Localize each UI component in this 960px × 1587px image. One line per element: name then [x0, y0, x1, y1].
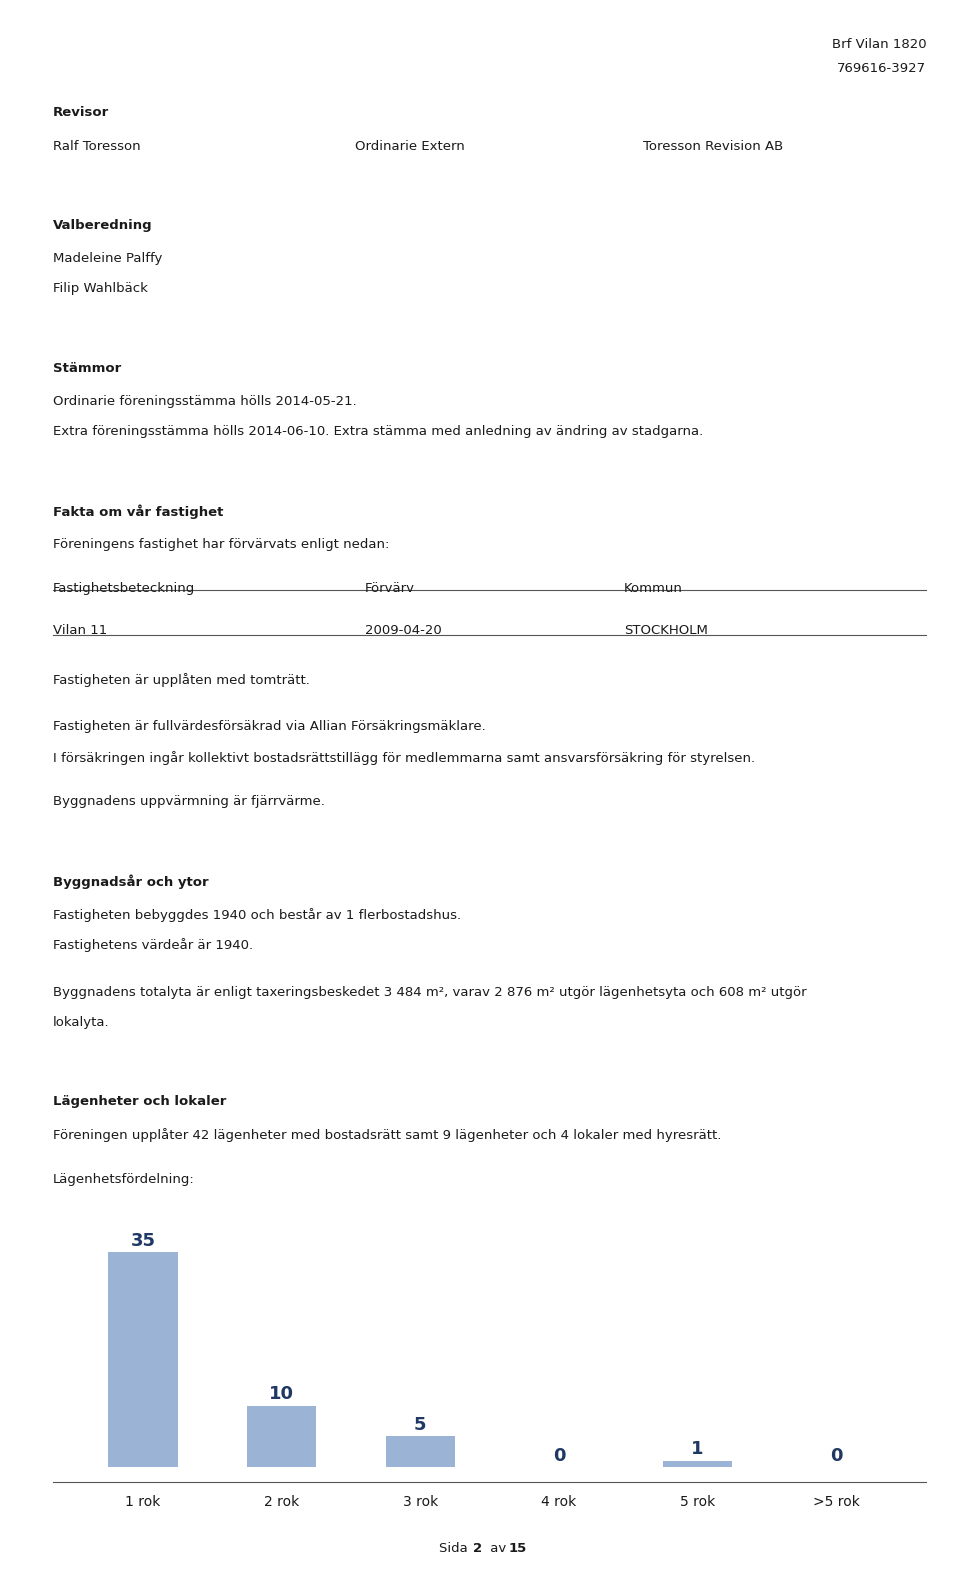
Text: Fastigheten är fullvärdesförsäkrad via Allian Försäkringsmäklare.: Fastigheten är fullvärdesförsäkrad via A…: [53, 720, 486, 733]
Text: Extra föreningsstämma hölls 2014-06-10. Extra stämma med anledning av ändring av: Extra föreningsstämma hölls 2014-06-10. …: [53, 425, 703, 438]
Text: Toresson Revision AB: Toresson Revision AB: [643, 140, 783, 152]
Text: Byggnadsår och ytor: Byggnadsår och ytor: [53, 874, 208, 889]
Text: lokalyta.: lokalyta.: [53, 1016, 109, 1028]
Text: 0: 0: [553, 1446, 565, 1465]
Text: Brf Vilan 1820: Brf Vilan 1820: [831, 38, 926, 51]
Text: Fastigheten bebyggdes 1940 och består av 1 flerbostadshus.: Fastigheten bebyggdes 1940 och består av…: [53, 908, 461, 922]
Text: 5: 5: [414, 1416, 426, 1433]
Text: Byggnadens uppvärmning är fjärrvärme.: Byggnadens uppvärmning är fjärrvärme.: [53, 795, 324, 808]
Bar: [108, 1252, 178, 1466]
Text: Madeleine Palffy: Madeleine Palffy: [53, 252, 162, 265]
Text: Lägenhetsfördelning:: Lägenhetsfördelning:: [53, 1173, 195, 1185]
Text: 2: 2: [473, 1543, 483, 1555]
Text: Ralf Toresson: Ralf Toresson: [53, 140, 140, 152]
Text: Föreningen upplåter 42 lägenheter med bostadsrätt samt 9 lägenheter och 4 lokale: Föreningen upplåter 42 lägenheter med bo…: [53, 1128, 721, 1143]
Text: Fakta om vår fastighet: Fakta om vår fastighet: [53, 505, 223, 519]
Text: Ordinarie Extern: Ordinarie Extern: [355, 140, 465, 152]
Text: Ordinarie föreningsstämma hölls 2014-05-21.: Ordinarie föreningsstämma hölls 2014-05-…: [53, 395, 356, 408]
Text: Lägenheter och lokaler: Lägenheter och lokaler: [53, 1095, 227, 1108]
Text: Kommun: Kommun: [624, 582, 683, 595]
Text: 1: 1: [691, 1441, 704, 1458]
Text: Fastigheten är upplåten med tomträtt.: Fastigheten är upplåten med tomträtt.: [53, 673, 310, 687]
Text: Valberedning: Valberedning: [53, 219, 153, 232]
Text: Föreningens fastighet har förvärvats enligt nedan:: Föreningens fastighet har förvärvats enl…: [53, 538, 389, 551]
Text: Stämmor: Stämmor: [53, 362, 121, 375]
Text: Revisor: Revisor: [53, 106, 109, 119]
Text: I försäkringen ingår kollektivt bostadsrättstillägg för medlemmarna samt ansvars: I försäkringen ingår kollektivt bostadsr…: [53, 751, 755, 765]
Text: STOCKHOLM: STOCKHOLM: [624, 624, 708, 636]
Text: Vilan 11: Vilan 11: [53, 624, 108, 636]
Text: Fastighetens värdeår är 1940.: Fastighetens värdeår är 1940.: [53, 938, 252, 952]
Text: Förvärv: Förvärv: [365, 582, 415, 595]
Text: 15: 15: [509, 1543, 527, 1555]
Text: Byggnadens totalyta är enligt taxeringsbeskedet 3 484 m², varav 2 876 m² utgör l: Byggnadens totalyta är enligt taxeringsb…: [53, 986, 806, 998]
Bar: [386, 1436, 455, 1466]
Text: Filip Wahlbäck: Filip Wahlbäck: [53, 282, 148, 295]
Text: 2009-04-20: 2009-04-20: [365, 624, 442, 636]
Bar: [663, 1462, 732, 1466]
Text: Fastighetsbeteckning: Fastighetsbeteckning: [53, 582, 195, 595]
Text: 769616-3927: 769616-3927: [837, 62, 926, 75]
Text: av: av: [486, 1543, 511, 1555]
Bar: [247, 1406, 316, 1466]
Text: 0: 0: [830, 1446, 843, 1465]
Text: 10: 10: [269, 1385, 294, 1403]
Text: 35: 35: [131, 1232, 156, 1249]
Text: Sida: Sida: [440, 1543, 472, 1555]
